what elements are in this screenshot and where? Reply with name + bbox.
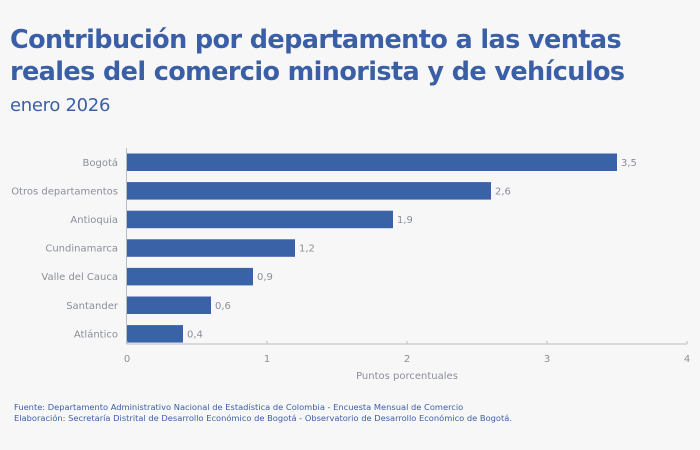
bar: [127, 182, 491, 200]
x-axis-title: Puntos porcentuales: [356, 371, 458, 382]
bar: [127, 267, 253, 286]
value-label: 0,9: [257, 272, 273, 283]
category-label: Antioquia: [70, 215, 118, 226]
source-note: Fuente: Departamento Administrativo Naci…: [14, 402, 464, 412]
x-tick-label: 4: [684, 354, 690, 365]
chart-title: Contribución por departamento a las vent…: [10, 25, 625, 87]
value-label: 0,4: [187, 329, 203, 340]
bar: [127, 153, 617, 171]
bar-chart: Bogotá 3,5 Otros departamentos 2,6 Antioquia…: [11, 148, 690, 382]
value-label: 2,6: [495, 186, 511, 197]
bar: [127, 296, 211, 314]
x-tick-label: 2: [404, 354, 410, 365]
category-label: Atlántico: [74, 328, 118, 340]
category-label: Santander: [66, 301, 119, 312]
bars-layer: Bogotá 3,5 Otros departamentos 2,6 Antioquia…: [11, 153, 637, 343]
category-label: Bogotá: [83, 157, 119, 169]
elaboration-note: Elaboración: Secretaría Distrital de Des…: [14, 413, 512, 423]
x-tick-label: 0: [124, 354, 130, 365]
x-tick-label: 1: [264, 354, 270, 365]
category-label: Cundinamarca: [45, 244, 118, 255]
axis-layer: 0 1 2 3 4 Puntos porcentuales: [124, 148, 690, 382]
chart-footer: Fuente: Departamento Administrativo Naci…: [14, 402, 512, 424]
bar: [127, 325, 183, 343]
value-label: 0,6: [215, 301, 231, 312]
value-label: 1,9: [397, 215, 413, 226]
x-tick-label: 3: [544, 354, 550, 365]
bar: [127, 239, 295, 257]
value-label: 1,2: [299, 244, 315, 255]
category-label: Otros departamentos: [11, 186, 118, 197]
chart-subtitle: enero 2026: [10, 95, 111, 116]
bar: [127, 210, 393, 229]
category-label: Valle del Cauca: [41, 272, 118, 283]
value-label: 3,5: [621, 158, 637, 169]
